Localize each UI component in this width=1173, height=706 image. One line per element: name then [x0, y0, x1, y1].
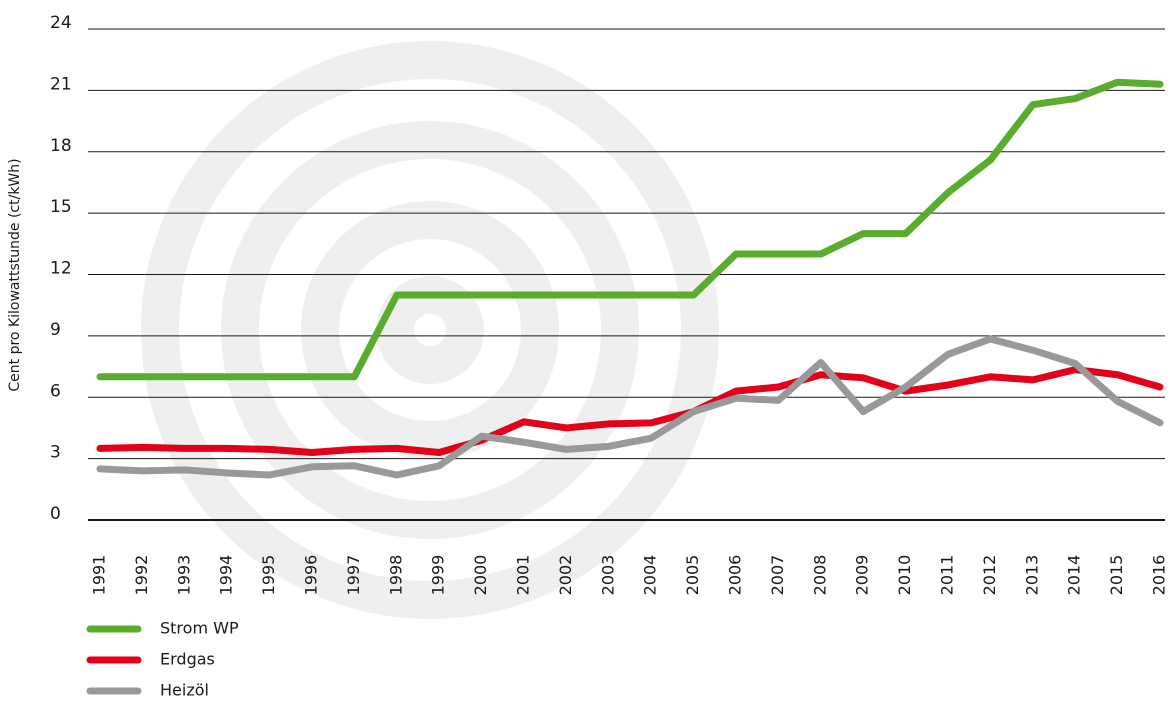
x-tick-label: 1997 — [344, 555, 363, 596]
y-tick-label: 12 — [50, 259, 72, 279]
series-line — [96, 335, 1164, 479]
x-tick-label: 1991 — [90, 555, 109, 596]
legend-label: Strom WP — [160, 619, 239, 638]
x-tick-label: 2014 — [1065, 555, 1084, 596]
series-line — [96, 366, 1164, 456]
y-axis-label: Cent pro Kilowattstunde (ct/kWh) — [7, 158, 23, 391]
y-tick-label: 24 — [50, 13, 72, 33]
x-tick-label: 2007 — [768, 555, 787, 596]
x-tick-label: 2012 — [980, 555, 999, 596]
x-tick-label: 1998 — [386, 555, 405, 596]
x-tick-label: 2006 — [726, 555, 745, 596]
y-tick-label: 21 — [50, 74, 72, 94]
x-tick-label: 2010 — [895, 555, 914, 596]
x-tick-label: 2016 — [1150, 555, 1169, 596]
x-tick-label: 2002 — [556, 555, 575, 596]
x-tick-label: 2009 — [853, 555, 872, 596]
x-tick-label: 2000 — [471, 555, 490, 596]
y-tick-label: 0 — [50, 504, 61, 524]
x-tick-label: 2011 — [938, 555, 957, 596]
y-tick-label: 15 — [50, 197, 72, 217]
x-tick-label: 1996 — [302, 555, 321, 596]
y-tick-label: 6 — [50, 381, 61, 401]
x-tick-label: 1999 — [429, 555, 448, 596]
x-tick-label: 2015 — [1107, 555, 1126, 596]
series-line — [96, 78, 1164, 381]
x-tick-label: 2013 — [1022, 555, 1041, 596]
legend-label: Erdgas — [160, 650, 215, 669]
x-tick-label: 1992 — [132, 555, 151, 596]
x-tick-label: 2001 — [514, 555, 533, 596]
y-tick-label: 3 — [50, 443, 61, 463]
x-tick-label: 1995 — [259, 555, 278, 596]
x-tick-label: 2003 — [598, 555, 617, 596]
y-tick-label: 18 — [50, 136, 72, 156]
y-tick-label: 9 — [50, 320, 61, 340]
x-tick-label: 2005 — [683, 555, 702, 596]
x-tick-label: 1993 — [174, 555, 193, 596]
x-tick-label: 2008 — [810, 555, 829, 596]
x-tick-label: 1994 — [217, 555, 236, 596]
legend-label: Heizöl — [160, 681, 209, 700]
x-tick-label: 2004 — [641, 555, 660, 596]
